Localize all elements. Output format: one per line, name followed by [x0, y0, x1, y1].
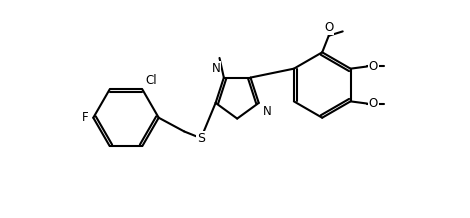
- Text: O: O: [369, 97, 378, 110]
- Text: Cl: Cl: [145, 74, 157, 87]
- Text: O: O: [324, 21, 333, 34]
- Text: N: N: [263, 105, 272, 118]
- Text: F: F: [81, 111, 88, 124]
- Text: N: N: [212, 62, 220, 75]
- Text: O: O: [369, 60, 378, 73]
- Text: S: S: [197, 132, 205, 145]
